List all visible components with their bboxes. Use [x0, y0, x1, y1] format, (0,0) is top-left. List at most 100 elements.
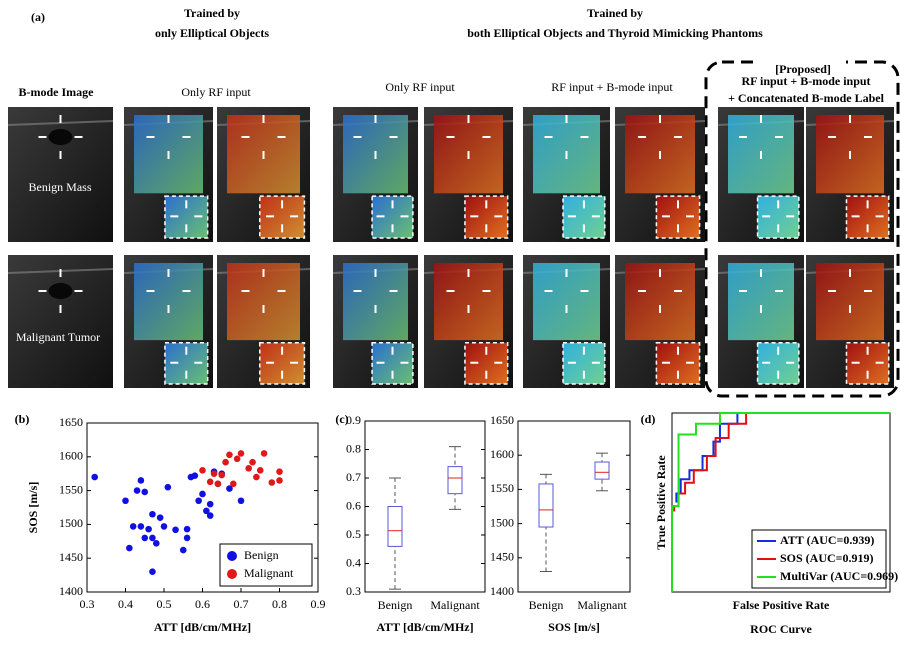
point — [276, 468, 283, 475]
column-label: B-mode Image — [19, 85, 95, 99]
column-label: + Concatenated B-mode Label — [728, 91, 884, 105]
header: only Elliptical Objects — [155, 26, 269, 40]
y-tick-label: 1550 — [490, 481, 514, 495]
ultrasound-image — [8, 107, 113, 242]
column-label: Only RF input — [181, 85, 251, 99]
legend-label: SOS (AUC=0.919) — [780, 551, 874, 565]
point — [238, 497, 245, 504]
point — [245, 465, 252, 472]
point — [149, 535, 156, 542]
point — [141, 489, 148, 496]
y-tick-label: 0.8 — [346, 441, 361, 455]
x-tick-label: 0.8 — [272, 597, 287, 611]
point — [138, 523, 145, 530]
point — [199, 491, 206, 498]
legend-label: MultiVar (AUC=0.969) — [780, 569, 898, 583]
point — [184, 526, 191, 533]
point — [269, 479, 276, 486]
header: Trained by — [184, 6, 240, 20]
plot-frame — [518, 421, 630, 592]
point — [222, 459, 229, 466]
point — [249, 459, 256, 466]
x-tick-label: Benign — [529, 598, 564, 612]
y-tick-label: 0.9 — [346, 413, 361, 427]
legend-marker — [227, 551, 237, 561]
row-label: Benign Mass — [29, 180, 92, 194]
point — [226, 451, 233, 458]
point — [172, 527, 179, 534]
y-tick-label: 0.7 — [346, 470, 361, 484]
column-label: RF input + B-mode input — [551, 80, 673, 94]
point — [192, 472, 199, 479]
point — [130, 523, 137, 530]
point — [149, 568, 156, 575]
x-tick-label: 0.6 — [195, 597, 210, 611]
point — [276, 477, 283, 484]
box — [595, 462, 609, 479]
point — [195, 497, 202, 504]
point — [122, 497, 129, 504]
point — [184, 535, 191, 542]
x-axis-label: ATT [dB/cm/MHz] — [154, 620, 251, 634]
header: Trained by — [587, 6, 643, 20]
point — [149, 511, 156, 518]
chart-title: ROC Curve — [750, 622, 812, 636]
point — [207, 501, 214, 508]
point — [207, 479, 214, 486]
point — [91, 474, 98, 481]
panel-label: (d) — [641, 412, 656, 426]
y-tick-label: 1450 — [490, 550, 514, 564]
point — [153, 540, 160, 547]
lesion — [49, 129, 73, 145]
panel-label: (a) — [31, 10, 45, 24]
point — [199, 467, 206, 474]
point — [126, 545, 133, 552]
point — [211, 470, 218, 477]
box — [388, 507, 402, 547]
point — [234, 456, 241, 463]
y-tick-label: 1500 — [490, 515, 514, 529]
point — [257, 467, 264, 474]
point — [207, 512, 214, 519]
y-tick-label: 1400 — [59, 584, 83, 598]
x-tick-label: 0.7 — [234, 597, 249, 611]
x-axis-label: ATT [dB/cm/MHz] — [376, 620, 473, 634]
row-label: Malignant Tumor — [16, 330, 100, 344]
column-label: RF input + B-mode input — [741, 74, 870, 88]
x-axis-label: SOS [m/s] — [548, 620, 600, 634]
box — [448, 467, 462, 494]
point — [138, 477, 145, 484]
y-tick-label: 1600 — [59, 449, 83, 463]
y-tick-label: 1550 — [59, 482, 83, 496]
point — [157, 514, 164, 521]
x-tick-label: 0.9 — [311, 597, 326, 611]
point — [145, 526, 152, 533]
point — [261, 450, 268, 457]
legend-label: ATT (AUC=0.939) — [780, 533, 874, 547]
point — [180, 547, 187, 554]
y-tick-label: 0.6 — [346, 498, 361, 512]
y-axis-label: True Positive Rate — [654, 455, 668, 550]
x-axis-label: False Positive Rate — [733, 598, 830, 612]
x-tick-label: 0.4 — [118, 597, 133, 611]
header: both Elliptical Objects and Thyroid Mimi… — [467, 26, 763, 40]
legend-label: Malignant — [244, 566, 294, 580]
x-tick-label: Malignant — [430, 598, 480, 612]
y-axis-label: SOS [m/s] — [26, 482, 40, 534]
point — [238, 450, 245, 457]
point — [253, 474, 260, 481]
point — [141, 535, 148, 542]
x-tick-label: 0.5 — [157, 597, 172, 611]
y-tick-label: 0.3 — [346, 584, 361, 598]
column-label: Only RF input — [385, 80, 455, 94]
point — [218, 472, 225, 479]
legend-marker — [227, 569, 237, 579]
x-tick-label: Malignant — [577, 598, 627, 612]
panel-label: (b) — [15, 412, 30, 426]
figure: (a) Trained by only Elliptical Objects T… — [0, 0, 900, 642]
y-tick-label: 1650 — [59, 415, 83, 429]
y-tick-label: 0.5 — [346, 527, 361, 541]
point — [230, 481, 237, 488]
y-tick-label: 1600 — [490, 447, 514, 461]
y-tick-label: 1500 — [59, 516, 83, 530]
